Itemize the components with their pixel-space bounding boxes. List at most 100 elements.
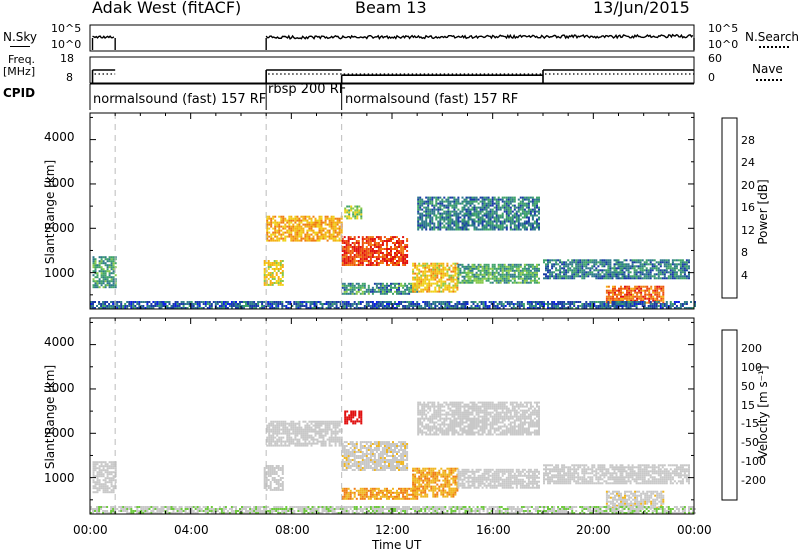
echo-cell: [320, 444, 323, 447]
echo-cell: [359, 288, 362, 291]
echo-cell: [429, 196, 432, 199]
echo-cell: [243, 305, 245, 307]
echo-cell: [309, 307, 312, 309]
echo-cell: [483, 202, 486, 205]
echo-cell: [679, 263, 682, 266]
echo-cell: [471, 202, 474, 205]
echo-cell: [579, 265, 582, 268]
echo-cell: [363, 290, 366, 293]
echo-cell: [369, 258, 372, 260]
echo-cell: [657, 277, 660, 280]
echo-cell: [418, 272, 421, 275]
echo-cell: [683, 267, 686, 270]
echo-cell: [392, 258, 394, 260]
echo-cell: [358, 205, 361, 208]
echo-cell: [491, 275, 494, 278]
echo-cell: [465, 208, 468, 211]
echo-cell: [422, 262, 425, 265]
echo-cell: [467, 273, 470, 276]
echo-cell: [332, 424, 335, 427]
echo-cell: [312, 239, 315, 242]
echo-cell: [414, 262, 417, 265]
echo-cell: [629, 271, 632, 274]
echo-cell: [98, 260, 101, 263]
echo-cell: [320, 432, 323, 435]
echo-cell: [507, 281, 510, 284]
echo-cell: [345, 286, 348, 289]
echo-cell: [653, 267, 656, 270]
echo-cell: [507, 208, 510, 211]
echo-cell: [106, 475, 109, 478]
echo-cell: [479, 269, 482, 272]
echo-cell: [571, 265, 574, 268]
echo-cell: [557, 259, 560, 262]
echo-cell: [275, 266, 278, 268]
echo-cell: [460, 307, 463, 309]
echo-cell: [585, 273, 588, 276]
echo-cell: [94, 276, 97, 279]
echo-cell: [452, 305, 455, 307]
echo-cell: [375, 244, 378, 246]
echo-cell: [527, 210, 530, 213]
echo-cell: [202, 301, 205, 303]
echo-cell: [412, 288, 415, 291]
echo-cell: [334, 221, 337, 224]
echo-cell: [523, 279, 526, 282]
echo-cell: [597, 271, 600, 274]
echo-cell: [322, 430, 325, 433]
echo-cell: [336, 420, 339, 423]
echo-cell: [605, 271, 608, 274]
echo-cell: [216, 303, 219, 305]
echo-cell: [457, 265, 460, 268]
echo-cell: [461, 202, 464, 205]
echo-cell: [581, 261, 584, 264]
echo-cell: [263, 278, 266, 280]
echo-cell: [656, 297, 659, 300]
echo-cell: [310, 237, 313, 240]
echo-cell: [625, 305, 628, 307]
echo-cell: [603, 307, 606, 309]
echo-cell: [279, 303, 282, 305]
echo-cell: [455, 212, 458, 215]
echo-cell: [631, 277, 634, 280]
echo-cell: [476, 307, 479, 309]
echo-cell: [281, 274, 284, 276]
echo-cell: [308, 430, 311, 433]
echo-cell: [324, 422, 327, 425]
echo-cell: [386, 238, 388, 240]
echo-cell: [520, 305, 523, 307]
echo-cell: [270, 420, 273, 423]
echo-cell: [412, 270, 415, 273]
echo-cell: [442, 284, 445, 287]
echo-cell: [497, 216, 500, 219]
echo-cell: [298, 217, 301, 220]
echo-cell: [513, 212, 516, 215]
echo-cell: [623, 271, 626, 274]
echo-cell: [96, 276, 99, 279]
echo-cell: [353, 258, 356, 260]
echo-cell: [493, 196, 496, 199]
echo-cell: [459, 228, 462, 231]
echo-cell: [443, 216, 446, 219]
echo-cell: [222, 301, 225, 303]
echo-cell: [343, 256, 346, 258]
echo-cell: [98, 487, 101, 490]
echo-cell: [347, 258, 350, 260]
echo-cell: [575, 307, 578, 309]
echo-cell: [383, 288, 386, 291]
echo-cell: [450, 270, 453, 273]
echo-cell: [447, 200, 450, 203]
echo-cell: [108, 465, 111, 468]
echo-cell: [349, 290, 352, 293]
echo-cell: [609, 273, 612, 276]
echo-cell: [531, 198, 534, 201]
echo-cell: [106, 487, 109, 490]
echo-cell: [332, 219, 335, 222]
echo-cell: [294, 215, 297, 218]
echo-cell: [423, 222, 426, 225]
echo-cell: [525, 206, 528, 209]
echo-cell: [276, 239, 279, 242]
echo-cell: [489, 220, 492, 223]
echo-cell: [634, 285, 637, 288]
echo-cell: [108, 272, 111, 275]
